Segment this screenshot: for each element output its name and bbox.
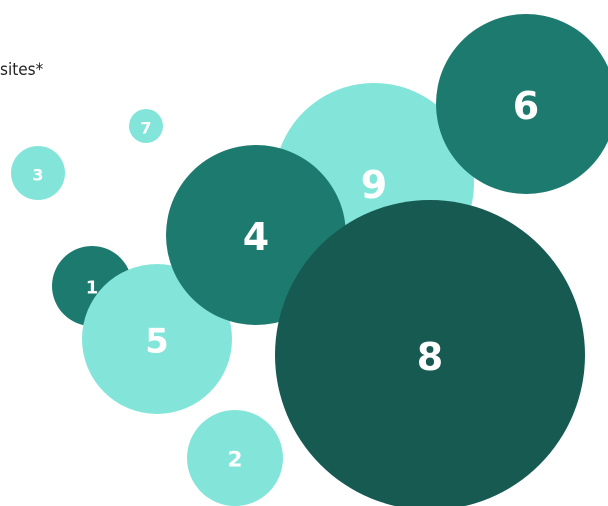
bubble-7 xyxy=(129,109,163,143)
bubble-2 xyxy=(187,410,283,506)
bubble-label-9: 9 xyxy=(361,163,387,207)
bubble-5 xyxy=(82,264,232,414)
bubble-label-3: 3 xyxy=(32,166,43,185)
bubble-label-2: 2 xyxy=(227,448,242,473)
bubble-label-7: 7 xyxy=(140,119,151,138)
bubble-label-6: 6 xyxy=(513,84,539,128)
bubble-3 xyxy=(11,146,65,200)
bubble-label-1: 1 xyxy=(86,278,99,299)
bubble-8 xyxy=(275,200,585,506)
bubble-label-8: 8 xyxy=(417,335,443,379)
bubble-label-4: 4 xyxy=(243,215,269,259)
bubble-6 xyxy=(436,14,608,194)
bubble-label-5: 5 xyxy=(145,322,168,361)
chart-title: sites* xyxy=(0,60,44,80)
